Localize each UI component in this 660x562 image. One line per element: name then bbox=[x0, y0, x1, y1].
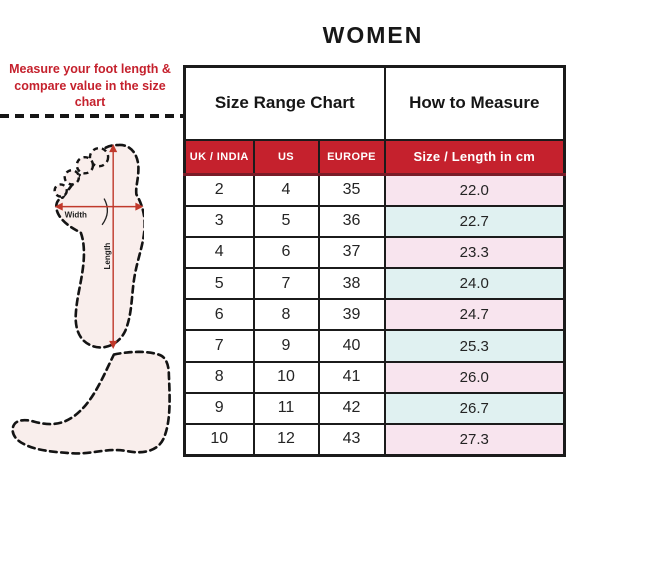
column-header-uk-india: UK / INDIA bbox=[183, 138, 255, 176]
table-row: 9 11 42 26.7 bbox=[183, 391, 566, 426]
table-row: 3 5 36 22.7 bbox=[183, 204, 566, 238]
table-header-row: Size Range Chart How to Measure bbox=[183, 65, 566, 141]
toe-shape bbox=[88, 146, 110, 168]
cell-us: 11 bbox=[252, 391, 320, 426]
column-header-row: UK / INDIA US EUROPE Size / Length in cm bbox=[183, 138, 566, 176]
cell-us: 6 bbox=[252, 235, 320, 270]
table-row: 2 4 35 22.0 bbox=[183, 173, 566, 207]
cell-size-length: 24.0 bbox=[383, 267, 566, 301]
cell-us: 4 bbox=[252, 173, 320, 207]
cell-uk-india: 6 bbox=[183, 298, 255, 332]
foot-crease bbox=[101, 198, 108, 226]
cell-europe: 41 bbox=[317, 360, 386, 394]
cell-size-length: 24.7 bbox=[383, 298, 566, 332]
size-range-chart-header: Size Range Chart bbox=[183, 65, 386, 141]
cell-size-length: 27.3 bbox=[383, 422, 566, 457]
cell-us: 8 bbox=[252, 298, 320, 332]
width-label: Width bbox=[65, 211, 87, 220]
table-row: 5 7 38 24.0 bbox=[183, 267, 566, 301]
cell-europe: 43 bbox=[317, 422, 386, 457]
foot-sole-diagram: Width Length bbox=[53, 143, 144, 349]
cell-us: 5 bbox=[252, 204, 320, 238]
side-foot-outline bbox=[11, 350, 171, 455]
table-row: 10 12 43 27.3 bbox=[183, 422, 566, 457]
cell-uk-india: 7 bbox=[183, 329, 255, 363]
cell-uk-india: 10 bbox=[183, 422, 255, 457]
length-label: Length bbox=[103, 243, 112, 270]
cell-us: 7 bbox=[252, 267, 320, 301]
table-row: 7 9 40 25.3 bbox=[183, 329, 566, 363]
cell-europe: 40 bbox=[317, 329, 386, 363]
width-arrow-left-head bbox=[54, 202, 63, 211]
dashed-divider bbox=[0, 114, 183, 118]
cell-uk-india: 3 bbox=[183, 204, 255, 238]
cell-size-length: 22.7 bbox=[383, 204, 566, 238]
cell-uk-india: 4 bbox=[183, 235, 255, 270]
table-row: 6 8 39 24.7 bbox=[183, 298, 566, 332]
how-to-measure-header: How to Measure bbox=[383, 65, 566, 141]
cell-europe: 37 bbox=[317, 235, 386, 270]
toe-shape bbox=[63, 169, 81, 186]
length-arrow-foot bbox=[109, 340, 118, 349]
cell-us: 9 bbox=[252, 329, 320, 363]
cell-europe: 42 bbox=[317, 391, 386, 426]
table-row: 8 10 41 26.0 bbox=[183, 360, 566, 394]
foot-side-diagram bbox=[11, 350, 171, 455]
table-row: 4 6 37 23.3 bbox=[183, 235, 566, 270]
cell-size-length: 25.3 bbox=[383, 329, 566, 363]
measure-instruction: Measure your foot length & compare value… bbox=[9, 62, 171, 109]
cell-size-length: 26.0 bbox=[383, 360, 566, 394]
column-header-europe: EUROPE bbox=[317, 138, 386, 176]
cell-uk-india: 9 bbox=[183, 391, 255, 426]
cell-us: 10 bbox=[252, 360, 320, 394]
cell-uk-india: 8 bbox=[183, 360, 255, 394]
cell-uk-india: 2 bbox=[183, 173, 255, 207]
length-arrow-head bbox=[109, 144, 118, 153]
cell-europe: 36 bbox=[317, 204, 386, 238]
cell-size-length: 26.7 bbox=[383, 391, 566, 426]
toe-shape bbox=[75, 155, 95, 175]
cell-europe: 35 bbox=[317, 173, 386, 207]
width-arrow-right-head bbox=[135, 202, 144, 211]
cell-us: 12 bbox=[252, 422, 320, 457]
cell-size-length: 22.0 bbox=[383, 173, 566, 207]
toe-shape bbox=[53, 183, 68, 198]
column-header-size-length: Size / Length in cm bbox=[383, 138, 566, 176]
cell-europe: 38 bbox=[317, 267, 386, 301]
cell-europe: 39 bbox=[317, 298, 386, 332]
sole-outline bbox=[54, 143, 144, 349]
page-title: WOMEN bbox=[322, 22, 424, 48]
size-table: Size Range Chart How to Measure UK / IND… bbox=[183, 65, 566, 457]
column-header-us: US bbox=[252, 138, 320, 176]
cell-uk-india: 5 bbox=[183, 267, 255, 301]
cell-size-length: 23.3 bbox=[383, 235, 566, 270]
